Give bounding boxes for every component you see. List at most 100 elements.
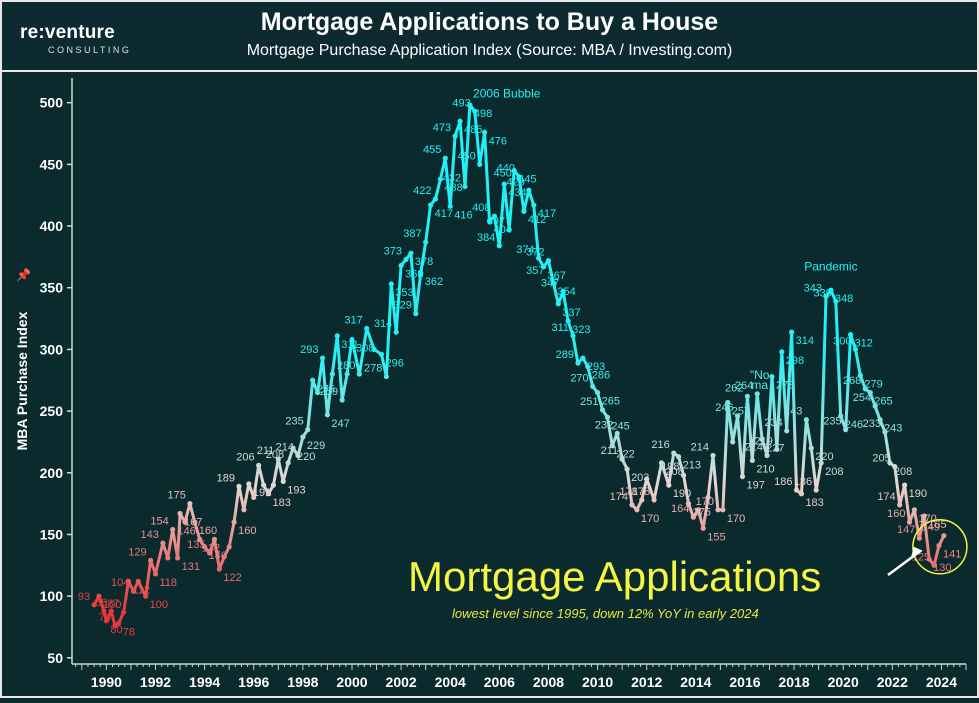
data-point bbox=[705, 494, 711, 501]
data-label: 146 bbox=[177, 525, 195, 537]
chart-annotation: Pandemic bbox=[804, 259, 857, 273]
data-point bbox=[666, 482, 672, 488]
data-point bbox=[364, 325, 370, 332]
data-point bbox=[565, 318, 571, 324]
data-point bbox=[427, 202, 434, 208]
data-point bbox=[769, 373, 775, 380]
data-label: 143 bbox=[141, 529, 159, 541]
data-point bbox=[570, 333, 576, 339]
chart-title: Mortgage Applications to Buy a House bbox=[260, 8, 719, 36]
data-point bbox=[457, 118, 463, 124]
data-point bbox=[828, 287, 834, 293]
pin-icon: 📌 bbox=[16, 268, 31, 282]
callout-note: lowest level since 1995, down 12% YoY in… bbox=[452, 606, 759, 621]
data-point bbox=[599, 407, 606, 413]
data-label: 229 bbox=[307, 440, 325, 452]
data-label: 312 bbox=[855, 338, 873, 350]
data-point bbox=[759, 436, 765, 443]
data-label: 362 bbox=[425, 276, 443, 288]
data-point bbox=[393, 329, 399, 335]
data-point bbox=[808, 445, 814, 451]
data-label: 211 bbox=[601, 445, 619, 457]
data-label: 190 bbox=[909, 488, 927, 500]
data-label: 170 bbox=[727, 513, 745, 525]
data-point bbox=[280, 478, 286, 485]
data-label: 311 bbox=[551, 322, 569, 334]
data-point bbox=[241, 507, 247, 513]
data-label: 298 bbox=[786, 355, 804, 367]
logo-tagline: CONSULTING bbox=[48, 45, 132, 55]
data-label: 214 bbox=[276, 442, 294, 454]
data-point bbox=[852, 346, 859, 353]
data-label: 247 bbox=[331, 418, 349, 430]
data-label: 348 bbox=[835, 293, 853, 305]
data-label: 211 bbox=[257, 445, 275, 457]
data-point bbox=[793, 487, 800, 493]
data-point bbox=[639, 497, 645, 503]
data-point bbox=[926, 556, 932, 562]
data-point bbox=[676, 454, 682, 460]
data-label: 408 bbox=[472, 202, 490, 214]
data-point bbox=[644, 476, 650, 482]
data-label: 417 bbox=[538, 208, 556, 220]
data-point bbox=[739, 473, 746, 480]
data-point bbox=[339, 397, 345, 403]
data-point bbox=[491, 213, 498, 219]
data-label: 235 bbox=[285, 416, 303, 428]
data-point bbox=[143, 593, 149, 599]
data-label: 175 bbox=[168, 490, 186, 502]
data-point bbox=[108, 608, 114, 614]
data-label: 343 bbox=[804, 282, 822, 294]
x-tick-label: 2024 bbox=[926, 674, 957, 690]
data-point bbox=[290, 445, 296, 451]
data-label: 440 bbox=[497, 163, 515, 175]
x-tick-label: 2002 bbox=[386, 674, 417, 690]
data-label: 197 bbox=[747, 479, 765, 491]
data-label: 485 bbox=[464, 124, 482, 136]
data-label: 339 bbox=[813, 287, 831, 299]
data-label: 198 bbox=[661, 461, 679, 473]
data-label: 165 bbox=[928, 519, 946, 531]
data-point bbox=[135, 578, 141, 584]
data-point bbox=[413, 311, 419, 317]
data-label: 135 bbox=[187, 539, 205, 551]
x-tick-label: 2008 bbox=[533, 674, 564, 690]
data-label: 170 bbox=[641, 513, 659, 525]
data-label: 219 bbox=[755, 435, 773, 447]
data-label: 432 bbox=[443, 173, 461, 185]
x-tick-label: 1998 bbox=[287, 674, 318, 690]
chart-annotation: ma bbox=[751, 378, 768, 392]
data-label: 404 bbox=[494, 224, 512, 236]
data-point bbox=[152, 571, 159, 577]
data-point bbox=[206, 550, 213, 556]
data-label: 170 bbox=[918, 513, 936, 525]
data-point bbox=[96, 593, 102, 599]
data-point bbox=[315, 389, 321, 396]
data-label: 368 bbox=[405, 269, 423, 281]
data-point bbox=[658, 460, 665, 466]
data-point bbox=[482, 129, 488, 135]
data-point bbox=[226, 544, 232, 550]
data-label: 208 bbox=[665, 466, 683, 478]
data-point bbox=[403, 256, 409, 262]
data-point bbox=[165, 555, 171, 561]
x-tick-label: 1994 bbox=[189, 674, 220, 690]
data-point bbox=[916, 535, 922, 541]
data-label: 216 bbox=[651, 439, 669, 451]
data-label: 412 bbox=[528, 214, 546, 226]
data-point bbox=[423, 239, 429, 245]
data-point bbox=[270, 482, 276, 488]
data-point bbox=[695, 507, 701, 513]
data-point bbox=[931, 562, 937, 568]
x-tick-label: 2014 bbox=[680, 674, 711, 690]
x-tick-label: 2004 bbox=[435, 674, 466, 690]
data-point bbox=[833, 298, 839, 304]
data-point bbox=[818, 460, 824, 466]
data-point bbox=[779, 349, 785, 355]
data-point bbox=[383, 373, 389, 380]
data-label: 353 bbox=[395, 287, 413, 299]
data-label: 132 bbox=[202, 543, 220, 555]
data-point bbox=[452, 133, 458, 139]
data-point bbox=[892, 464, 898, 470]
